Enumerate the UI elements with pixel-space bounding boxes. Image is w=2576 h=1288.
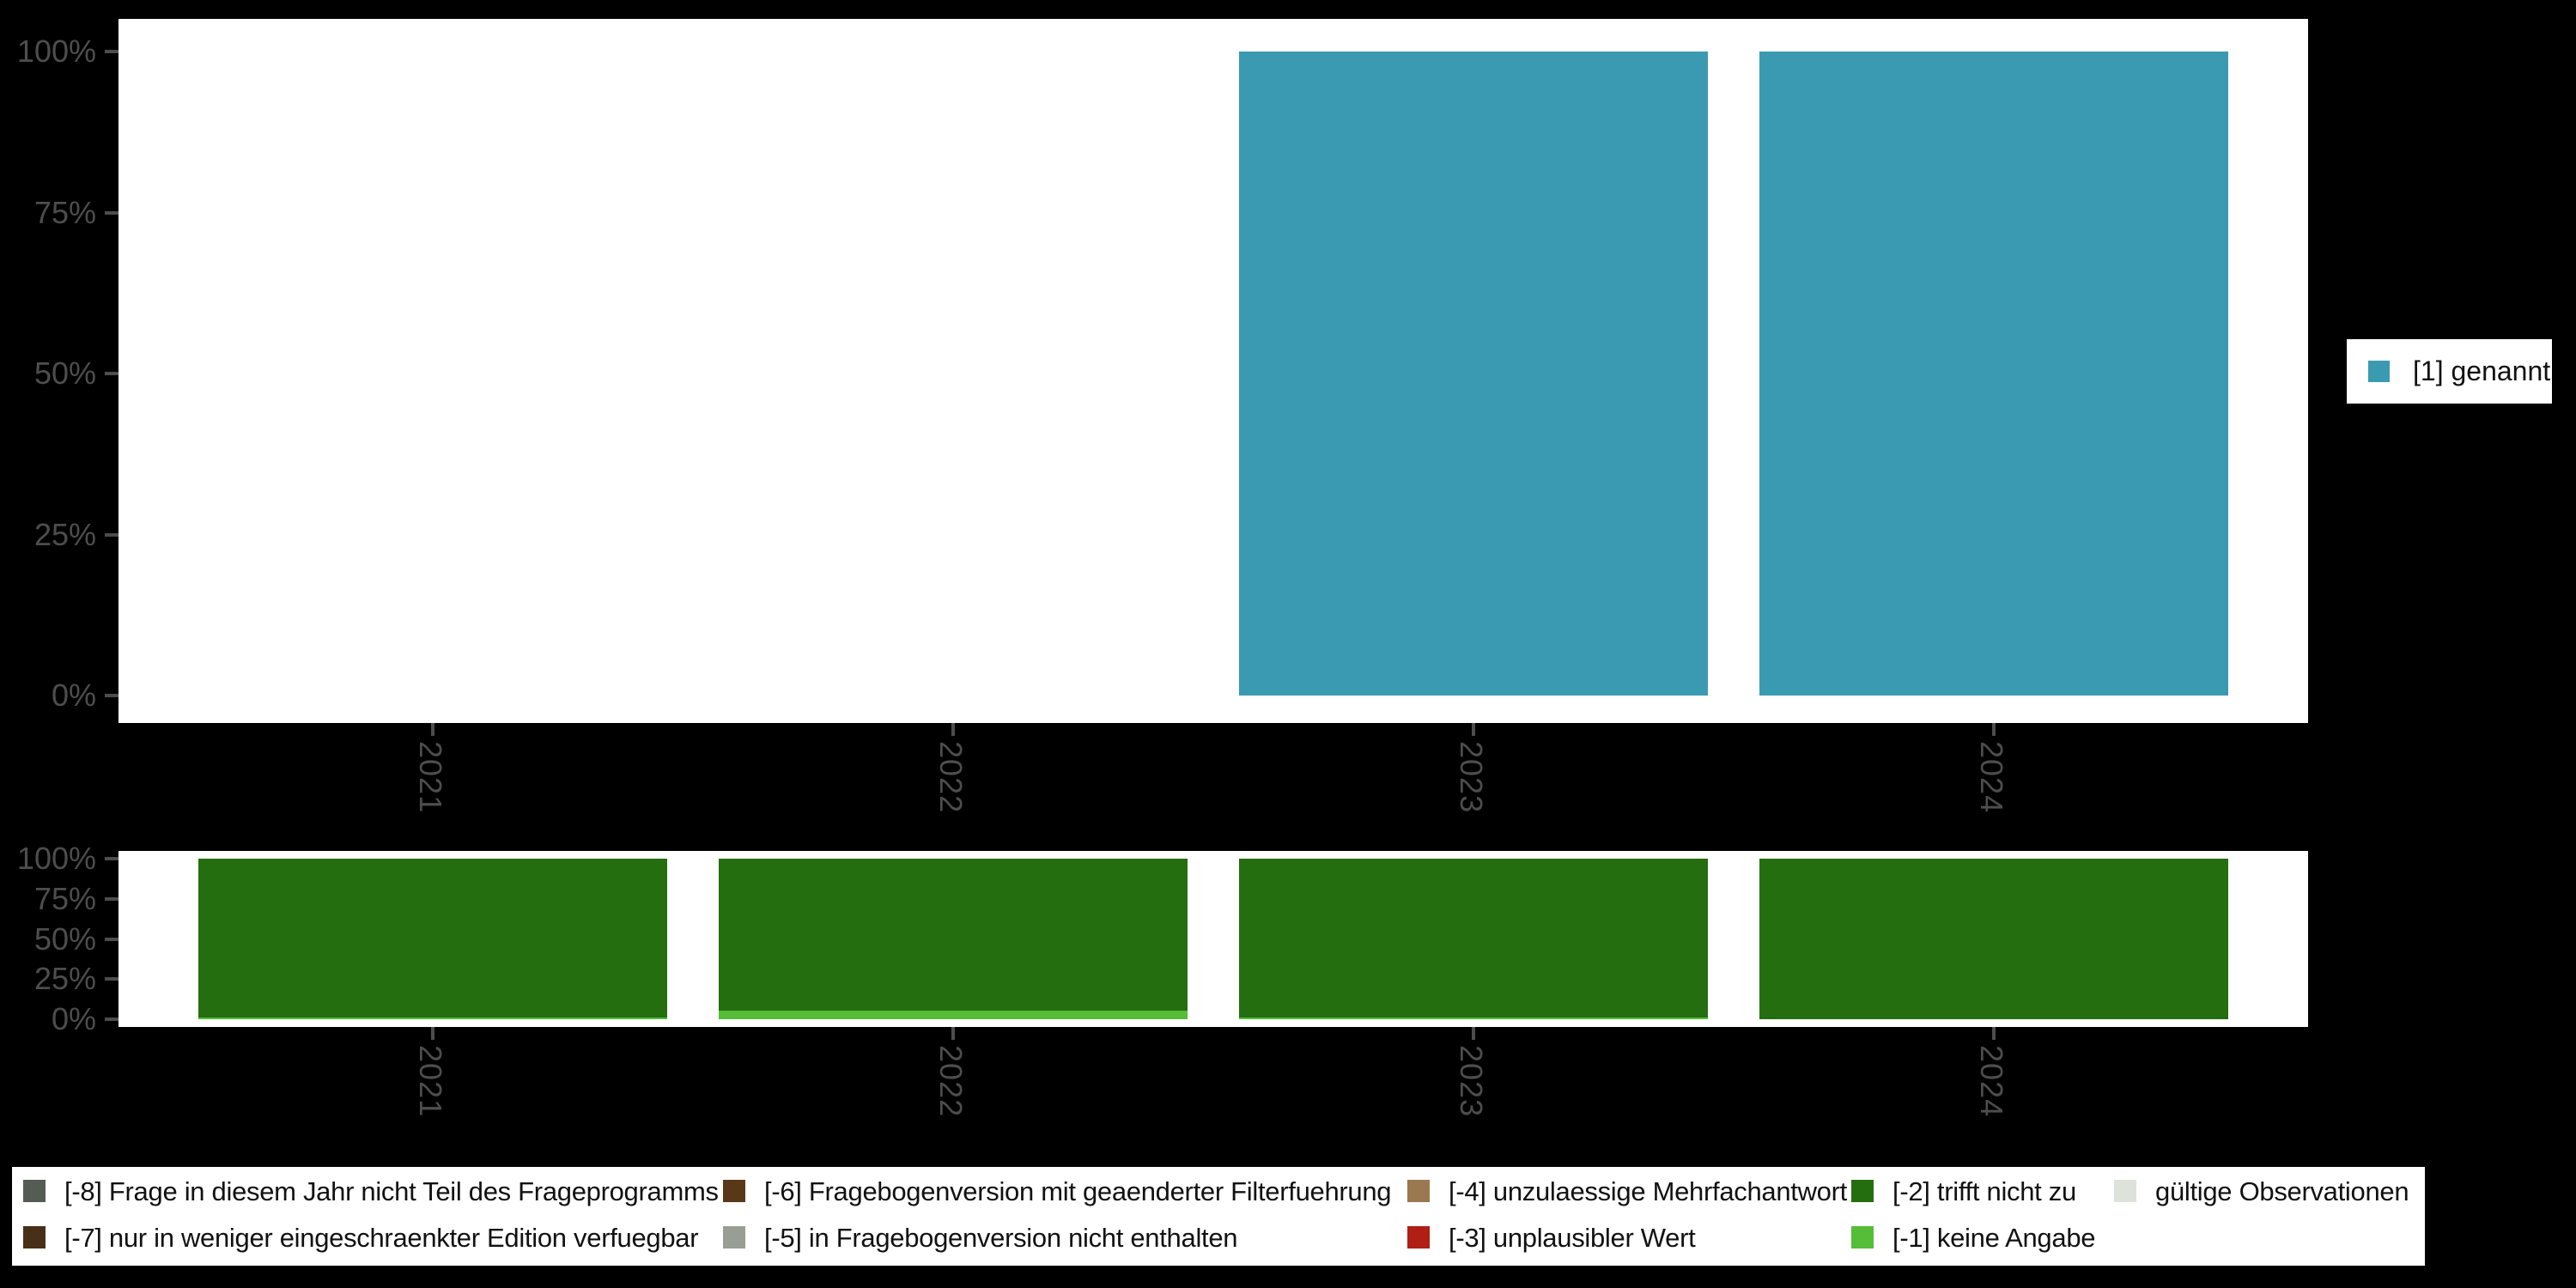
y-tick-label: 100%: [16, 33, 96, 69]
legend-swatch-icon: [23, 1180, 46, 1202]
y-tick-label: 25%: [33, 516, 96, 552]
legend-swatch-icon: [2114, 1180, 2136, 1202]
legend-swatch-icon: [1407, 1180, 1430, 1202]
legend-label: gültige Observationen: [2155, 1176, 2409, 1206]
x-tick-label-2021: 2021: [413, 741, 448, 814]
legend-label: [-2] trifft nicht zu: [1893, 1176, 2076, 1206]
x-tick-label-2023: 2023: [1454, 1045, 1489, 1118]
bar-2021-1-keine-angabe: [198, 1017, 667, 1019]
missing-values-panel: [118, 851, 2308, 1027]
right-legend-label: [1] genannt: [2413, 355, 2551, 386]
legend-label: [-4] unzulaessige Mehrfachantwort: [1449, 1176, 1847, 1206]
y-tick: [105, 1017, 118, 1021]
missing-codes-legend: [-8] Frage in diesem Jahr nicht Teil des…: [12, 1167, 2425, 1266]
valid-values-panel: [118, 19, 2308, 723]
bar-2023-1-keine-angabe: [1239, 1017, 1708, 1019]
bar-2022-2-trifft-nicht-zu: [719, 859, 1188, 1012]
x-tick-label-2024: 2024: [1974, 741, 2009, 814]
y-tick: [105, 694, 118, 697]
bar-2024-1-genannt: [1759, 52, 2228, 696]
bar-2023-1-genannt: [1239, 52, 1708, 696]
legend-label: [-6] Fragebogenversion mit geaenderter F…: [764, 1176, 1392, 1206]
y-tick-label: 100%: [16, 841, 96, 877]
x-tick-label-2024: 2024: [1974, 1045, 2009, 1118]
bar-2022-1-keine-angabe: [719, 1011, 1188, 1019]
legend-label: [-8] Frage in diesem Jahr nicht Teil des…: [64, 1176, 719, 1206]
legend-swatch-icon: [1851, 1226, 1874, 1249]
y-tick-label: 75%: [33, 194, 96, 230]
x-tick-label-2022: 2022: [933, 741, 969, 814]
y-tick-label: 50%: [33, 355, 96, 391]
x-tick: [1472, 723, 1475, 736]
x-tick: [431, 1027, 434, 1040]
y-tick: [105, 977, 118, 981]
y-tick-label: 25%: [33, 961, 96, 997]
bar-2024-2-trifft-nicht-zu: [1759, 859, 2228, 1019]
bar-2021-2-trifft-nicht-zu: [198, 859, 667, 1018]
x-tick: [951, 723, 955, 736]
x-tick-label-2022: 2022: [933, 1045, 969, 1118]
x-tick: [1472, 1027, 1475, 1040]
legend-swatch-icon: [1851, 1180, 1874, 1202]
y-tick-label: 0%: [51, 677, 96, 713]
legend-swatch-icon: [723, 1226, 745, 1249]
legend-label: [-7] nur in weniger eingeschraenkter Edi…: [64, 1223, 699, 1253]
legend-swatch-icon: [1407, 1226, 1430, 1249]
legend-swatch-icon: [723, 1180, 745, 1202]
y-tick: [105, 937, 118, 941]
y-tick: [105, 532, 118, 537]
y-tick: [105, 857, 118, 861]
legend-label: [-1] keine Angabe: [1893, 1223, 2096, 1253]
x-tick: [431, 723, 434, 736]
legend-swatch-icon: [23, 1226, 46, 1249]
x-tick: [1992, 723, 1996, 736]
x-tick: [951, 1027, 955, 1040]
x-tick: [1992, 1027, 1996, 1040]
y-tick-label: 75%: [33, 880, 96, 916]
x-tick-label-2021: 2021: [413, 1045, 448, 1118]
bar-2023-2-trifft-nicht-zu: [1239, 859, 1708, 1018]
right-legend: [1] genannt: [2347, 339, 2552, 404]
x-tick-label-2023: 2023: [1454, 741, 1489, 814]
y-tick-label: 50%: [33, 920, 96, 957]
y-tick: [105, 210, 118, 215]
y-tick-label: 0%: [51, 1000, 96, 1036]
y-tick: [105, 372, 118, 375]
genannt-swatch-icon: [2368, 361, 2390, 382]
legend-label: [-5] in Fragebogenversion nicht enthalte…: [764, 1223, 1238, 1253]
legend-label: [-3] unplausibler Wert: [1449, 1223, 1696, 1253]
y-tick: [105, 50, 118, 53]
y-tick: [105, 896, 118, 901]
